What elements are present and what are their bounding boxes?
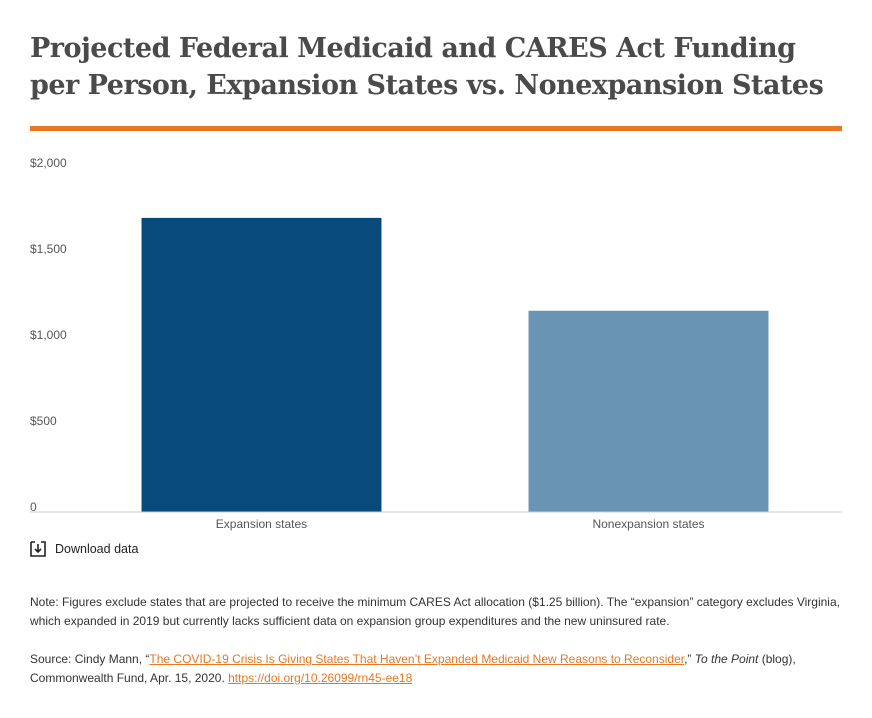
- download-button[interactable]: Download data: [30, 541, 138, 557]
- chart-title: Projected Federal Medicaid and CARES Act…: [30, 33, 824, 101]
- download-icon: [30, 541, 46, 557]
- source-after: (blog), Commonwealth Fund, Apr. 15, 2020…: [30, 652, 796, 685]
- bar: [141, 217, 382, 512]
- source-link[interactable]: The COVID-19 Crisis Is Giving States Tha…: [149, 652, 685, 666]
- source-doi[interactable]: https://doi.org/10.26099/rn45-ee18: [228, 671, 413, 685]
- y-tick-label: $1,000: [30, 328, 67, 342]
- bar: [528, 310, 769, 512]
- source-prefix: Source: Cindy Mann, “: [30, 652, 150, 666]
- source-blog: To the Point: [694, 652, 759, 666]
- source: Source: Cindy Mann, “The COVID-19 Crisis…: [30, 650, 850, 688]
- x-tick-label: Nonexpansion states: [592, 517, 704, 531]
- title-rule: [30, 126, 842, 131]
- y-tick-label: $500: [30, 414, 57, 428]
- chart: 0 $500 $1,000 $1,500 $2,000 Expansion states N…: [30, 156, 842, 531]
- y-tick-label: $2,000: [30, 156, 67, 170]
- y-tick-label: 0: [30, 500, 37, 514]
- note: Note: Figures exclude states that are pr…: [30, 595, 840, 628]
- x-tick-label: Expansion states: [216, 517, 307, 531]
- source-mid: ,”: [684, 652, 695, 666]
- y-tick-label: $1,500: [30, 242, 67, 256]
- download-label: Download data: [55, 542, 139, 556]
